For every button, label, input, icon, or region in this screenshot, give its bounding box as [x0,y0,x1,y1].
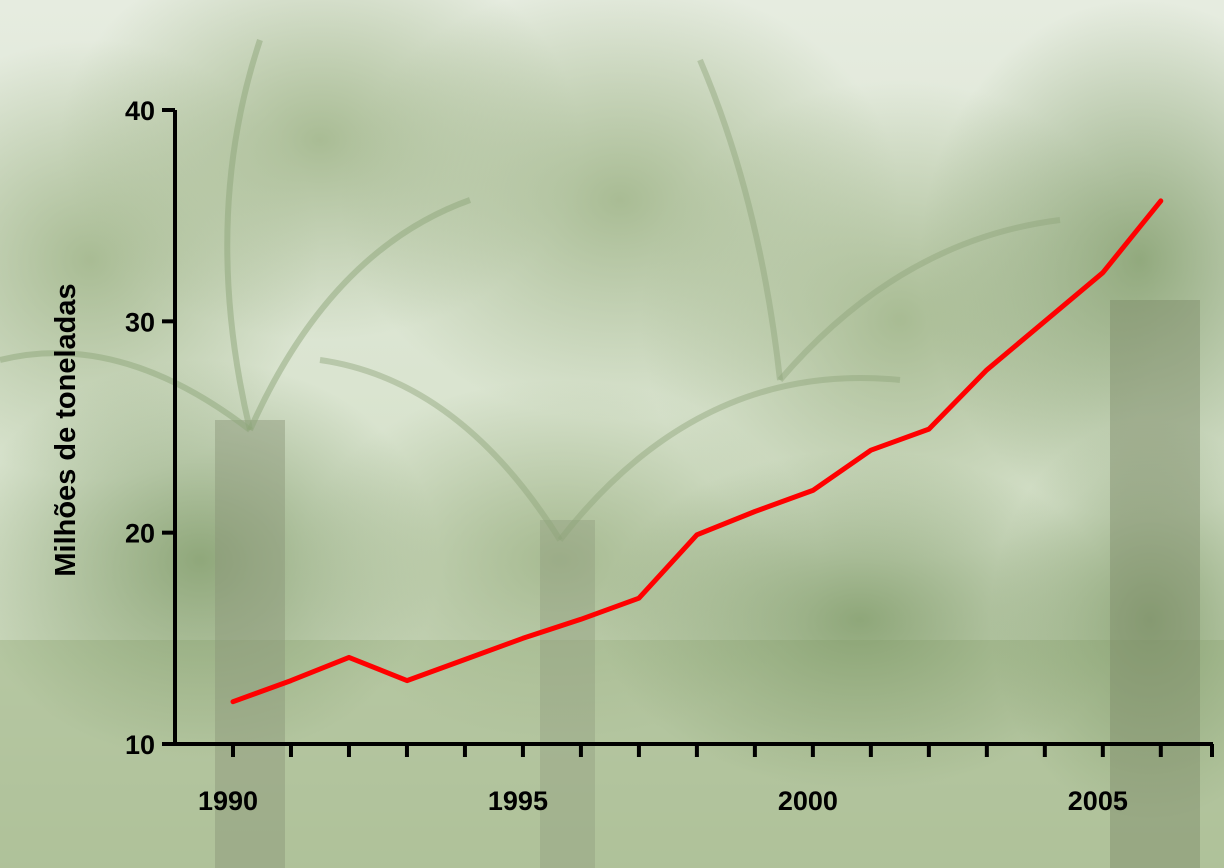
x-axis-ticks: 1990 1995 2000 2005 [198,744,1214,816]
x-tick-label: 1995 [488,786,548,816]
x-tick-label: 2005 [1068,786,1128,816]
series-layer [230,198,1164,705]
y-tick-label: 30 [125,307,155,337]
y-axis-ticks: 10 20 30 40 [125,96,175,760]
x-tick-label: 2000 [778,786,838,816]
y-tick-label: 40 [125,96,155,126]
y-tick-label: 20 [125,519,155,549]
y-axis-title: Milhões de toneladas [50,283,82,576]
axes [173,110,1213,746]
series-line [230,198,1164,705]
x-tick-label: 1990 [198,786,258,816]
y-tick-label: 10 [125,730,155,760]
